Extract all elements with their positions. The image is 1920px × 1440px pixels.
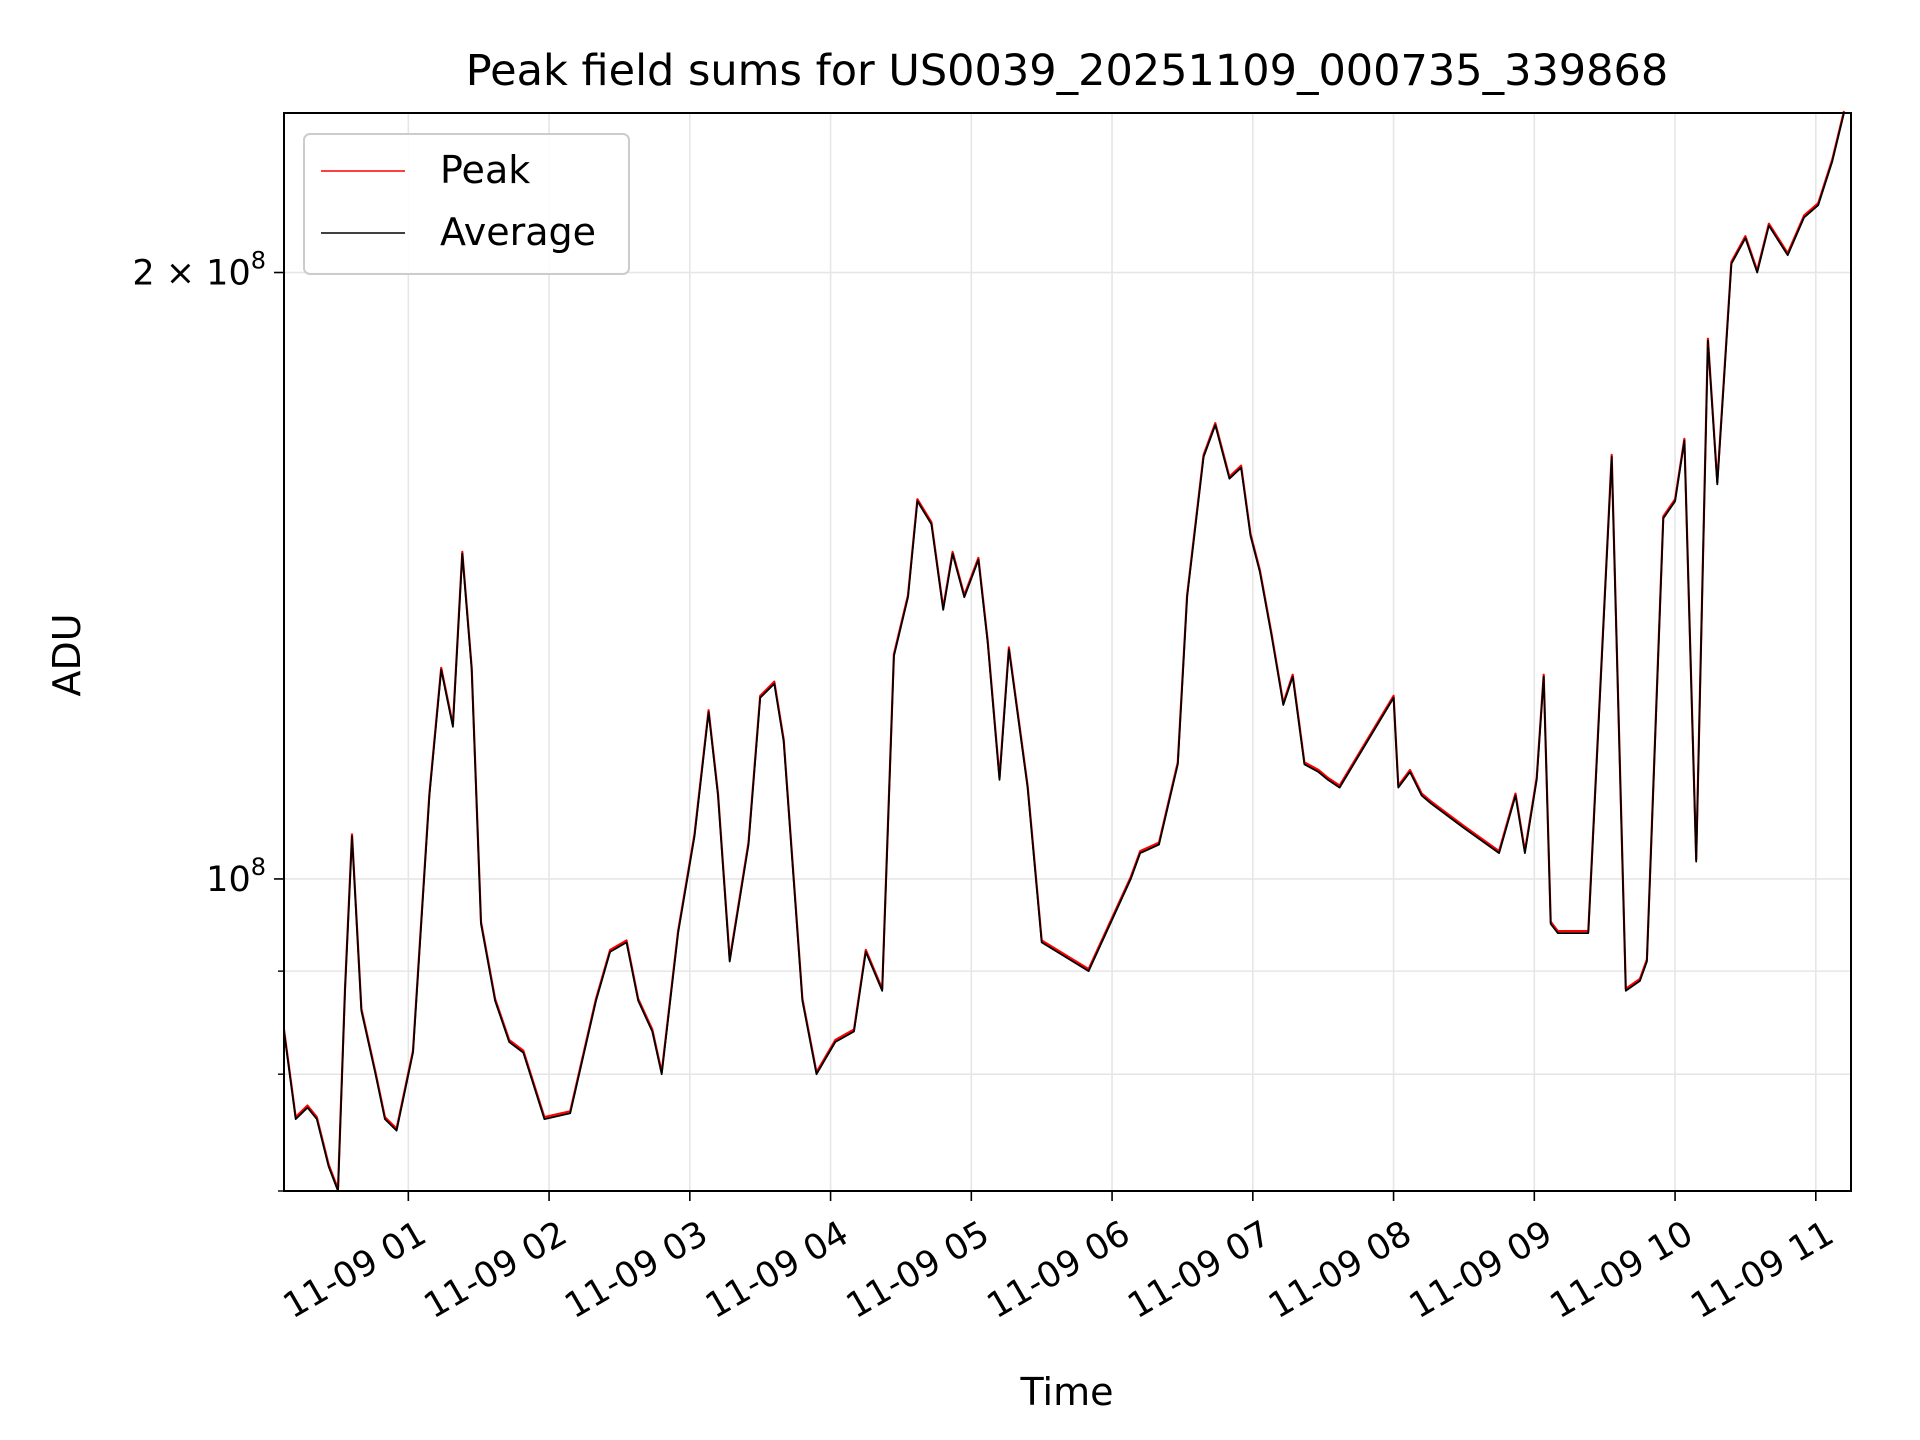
series-line-average <box>283 112 1845 1192</box>
x-axis-label: Time <box>1020 1370 1114 1414</box>
y-tick-layer: 108 2 × 108 <box>132 247 284 1192</box>
legend-label-average: Average <box>440 210 596 254</box>
y-tick-label: 2 × 108 <box>132 247 266 294</box>
legend-box <box>303 133 630 275</box>
legend: Peak Average <box>303 133 630 275</box>
chart-title: Peak field sums for US0039_20251109_0007… <box>466 46 1669 96</box>
plot-frame <box>283 112 1852 1192</box>
legend-label-peak: Peak <box>440 148 530 192</box>
y-axis-label: ADU <box>45 613 89 696</box>
series-layer <box>282 110 1846 1192</box>
y-tick-label: 108 <box>206 853 266 900</box>
